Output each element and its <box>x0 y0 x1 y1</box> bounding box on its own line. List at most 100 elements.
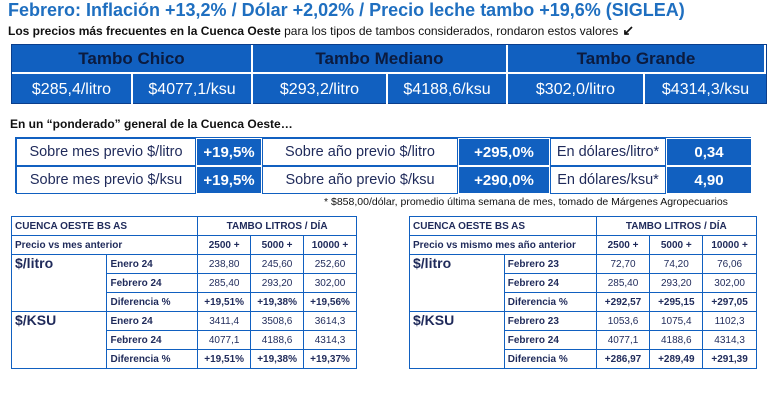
cell: 245,60 <box>250 254 305 274</box>
row-label: Diferencia % <box>503 349 597 369</box>
unit-label: $/litro <box>409 254 505 312</box>
col-header: 2500 + <box>197 235 252 255</box>
pond-label: Sobre año previo $/ksu <box>262 166 458 194</box>
cell: +291,39 <box>702 349 757 369</box>
tambo-grande-ksu: $4314,3/ksu <box>645 72 766 105</box>
row-label: Febrero 23 <box>503 254 597 274</box>
pond-value: 0,34 <box>666 138 752 166</box>
pond-label: Sobre año previo $/litro <box>262 138 458 166</box>
footnote: * $858,00/dólar, promedio última semana … <box>324 196 728 208</box>
page-title: Febrero: Inflación +13,2% / Dólar +2,02%… <box>8 0 685 20</box>
cell: 1075,4 <box>649 311 704 331</box>
group-header: TAMBO LITROS / DÍA <box>197 216 357 236</box>
cell: +19,56% <box>303 292 357 312</box>
unit-label: $/litro <box>10 254 108 312</box>
table-row: Diferencia % +19,51% +19,38% +19,37% <box>12 349 357 369</box>
cell: 3411,4 <box>197 311 252 331</box>
cell: +19,37% <box>303 349 357 369</box>
cell: +297,05 <box>702 292 757 312</box>
cell: 1053,6 <box>595 311 651 331</box>
cell: 293,20 <box>250 273 305 293</box>
table-row: Febrero 24 4077,1 4188,6 4314,3 <box>12 330 357 350</box>
table-row: $/litro Febrero 23 72,70 74,20 76,06 <box>409 254 757 312</box>
row-label: Febrero 24 <box>106 273 199 293</box>
tambo-mediano-ksu: $4188,6/ksu <box>388 72 508 105</box>
tambo-chico-litro: $285,4/litro <box>12 72 133 105</box>
ponderado-heading: En un “ponderado” general de la Cuenca O… <box>10 117 293 131</box>
cell: +19,38% <box>250 349 305 369</box>
subtitle-bold-text: Los precios más frecuentes en la Cuenca … <box>8 24 281 38</box>
cell: 4188,6 <box>649 330 704 350</box>
cell: 285,40 <box>595 273 651 293</box>
cell: +295,15 <box>649 292 704 312</box>
tambo-grande-header: Tambo Grande <box>508 45 766 72</box>
cell: +19,38% <box>250 292 305 312</box>
cell: +289,49 <box>649 349 704 369</box>
cell: 252,60 <box>303 254 357 274</box>
cell: 72,70 <box>595 254 651 274</box>
row-label: Diferencia % <box>106 349 199 369</box>
pond-label: Sobre mes previo $/litro <box>16 138 196 166</box>
ponderado-table: Sobre mes previo $/litro +19,5% Sobre añ… <box>15 137 752 194</box>
cell: +286,97 <box>595 349 651 369</box>
pond-label: En dólares/ksu* <box>550 166 666 194</box>
table-row: $/KSU Febrero 23 1053,6 1075,4 1102,3 <box>409 311 757 369</box>
table-row: Diferencia % +286,97 +289,49 +291,39 <box>410 349 757 369</box>
page-subtitle: Los precios más frecuentes en la Cuenca … <box>8 22 634 39</box>
region-label: CUENCA OESTE BS AS <box>10 216 199 236</box>
row-label: Enero 24 <box>106 254 199 274</box>
tambo-chico-header: Tambo Chico <box>12 45 253 72</box>
comparison-label: Precio vs mismo mes año anterior <box>409 235 597 255</box>
comparison-label: Precio vs mes anterior <box>10 235 199 255</box>
cell: 4077,1 <box>197 330 252 350</box>
cell: 285,40 <box>197 273 252 293</box>
cell: 4077,1 <box>595 330 651 350</box>
tambo-prices-table: Tambo Chico Tambo Mediano Tambo Grande $… <box>11 44 767 105</box>
table-row: Febrero 24 285,40 293,20 302,00 <box>410 273 757 293</box>
table-row: $/KSU Enero 24 3411,4 3508,6 3614,3 <box>10 311 357 369</box>
row-label: Febrero 24 <box>503 330 597 350</box>
row-label: Febrero 23 <box>503 311 597 331</box>
group-header: TAMBO LITROS / DÍA <box>595 216 758 236</box>
pond-value: +19,5% <box>196 166 262 194</box>
cell: 3614,3 <box>303 311 357 331</box>
cell: 238,80 <box>197 254 252 274</box>
col-header: 5000 + <box>649 235 704 255</box>
cell: 4188,6 <box>250 330 305 350</box>
row-label: Febrero 24 <box>106 330 199 350</box>
pond-value: +295,0% <box>458 138 550 166</box>
tambo-mediano-litro: $293,2/litro <box>253 72 388 105</box>
row-label: Diferencia % <box>106 292 199 312</box>
anio-anterior-table: CUENCA OESTE BS AS TAMBO LITROS / DÍA Pr… <box>409 216 758 369</box>
pond-value: +290,0% <box>458 166 550 194</box>
cell: 4314,3 <box>702 330 757 350</box>
unit-label: $/KSU <box>409 311 505 369</box>
pond-value: +19,5% <box>196 138 262 166</box>
cell: 302,00 <box>702 273 757 293</box>
pond-label: En dólares/litro* <box>550 138 666 166</box>
cell: +292,57 <box>595 292 651 312</box>
row-label: Enero 24 <box>106 311 199 331</box>
unit-label: $/KSU <box>10 311 108 369</box>
col-header: 10000 + <box>702 235 757 255</box>
row-label: Diferencia % <box>503 292 597 312</box>
col-header: 5000 + <box>250 235 305 255</box>
cell: 4314,3 <box>303 330 357 350</box>
row-label: Febrero 24 <box>503 273 597 293</box>
cell: 293,20 <box>649 273 704 293</box>
cell: +19,51% <box>197 349 252 369</box>
cell: 302,00 <box>303 273 357 293</box>
arrow-down-left-icon: ↙ <box>622 22 635 38</box>
table-row: $/litro Enero 24 238,80 245,60 252,60 <box>10 254 357 312</box>
cell: 3508,6 <box>250 311 305 331</box>
col-header: 2500 + <box>595 235 651 255</box>
table-row: Diferencia % +292,57 +295,15 +297,05 <box>410 292 757 312</box>
cell: 74,20 <box>649 254 704 274</box>
pond-value: 4,90 <box>666 166 752 194</box>
col-header: 10000 + <box>303 235 357 255</box>
table-row: Febrero 24 285,40 293,20 302,00 <box>12 273 357 293</box>
cell: 1102,3 <box>702 311 757 331</box>
cell: 76,06 <box>702 254 757 274</box>
region-label: CUENCA OESTE BS AS <box>409 216 597 236</box>
tambo-grande-litro: $302,0/litro <box>508 72 645 105</box>
